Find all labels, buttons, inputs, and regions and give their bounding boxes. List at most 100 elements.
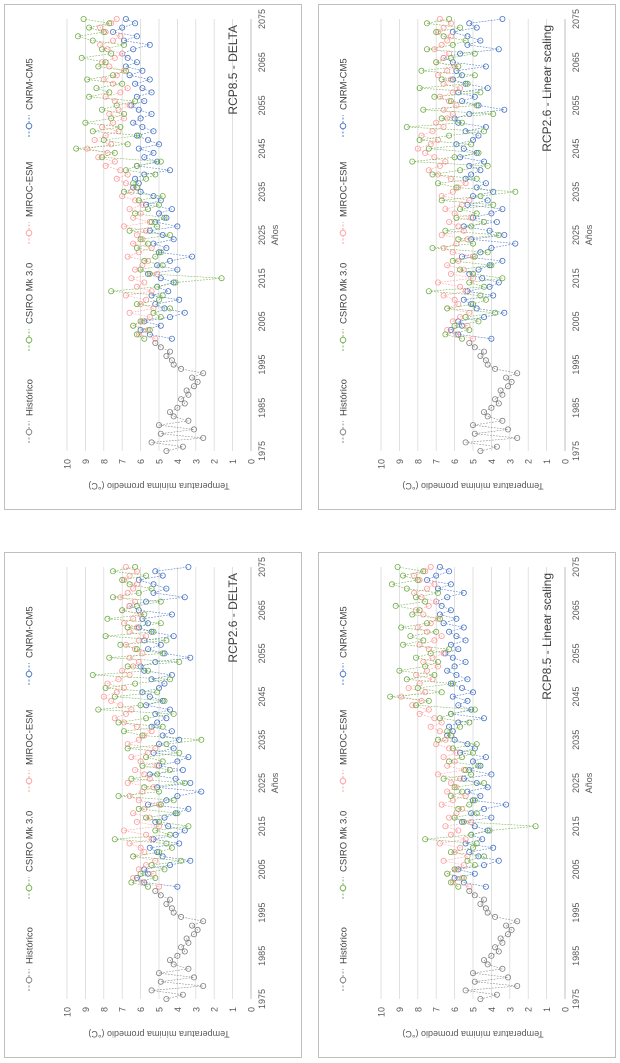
data-point bbox=[458, 119, 465, 126]
data-point bbox=[438, 801, 445, 808]
data-point bbox=[431, 154, 438, 161]
data-point bbox=[181, 780, 188, 787]
data-point bbox=[174, 266, 181, 273]
data-point bbox=[198, 788, 205, 795]
data-point bbox=[146, 775, 153, 782]
data-point bbox=[490, 844, 497, 851]
data-point bbox=[469, 422, 476, 429]
chart-panel-rcp26-delta: 0 1 2 3 4 5 6 7 8 9 10 1975 1985 1995 2005 2015 2025 2035… bbox=[4, 552, 302, 1058]
data-point bbox=[163, 840, 170, 847]
data-point bbox=[477, 995, 484, 1002]
data-point bbox=[398, 693, 405, 700]
chart-title: RCP2.6 - Linear scaling bbox=[540, 25, 554, 152]
y-tick-label: 3 bbox=[505, 1007, 515, 1012]
data-point bbox=[110, 594, 117, 601]
data-point bbox=[163, 715, 170, 722]
data-point bbox=[455, 827, 462, 834]
data-point bbox=[86, 93, 93, 100]
data-point bbox=[400, 572, 407, 579]
data-point bbox=[110, 37, 117, 44]
y-tick-label: 6 bbox=[450, 1007, 460, 1012]
data-point bbox=[159, 853, 166, 860]
data-point bbox=[484, 85, 491, 92]
data-point bbox=[218, 275, 225, 282]
data-point bbox=[436, 162, 443, 169]
data-point bbox=[447, 54, 454, 61]
data-point bbox=[440, 106, 447, 113]
data-point bbox=[436, 840, 443, 847]
data-point bbox=[144, 883, 151, 890]
series-line bbox=[406, 18, 516, 339]
data-point bbox=[157, 249, 164, 256]
data-point bbox=[185, 805, 192, 812]
y-tick-label: 10 bbox=[63, 459, 73, 469]
x-tick-label: 1995 bbox=[571, 903, 581, 923]
data-point bbox=[446, 628, 453, 635]
x-tick-label: 2045 bbox=[257, 139, 267, 159]
data-point bbox=[102, 633, 109, 640]
data-point bbox=[457, 50, 464, 57]
data-point bbox=[482, 754, 489, 761]
data-point bbox=[132, 197, 139, 204]
x-tick-label: 2075 bbox=[571, 9, 581, 29]
data-point bbox=[137, 115, 144, 122]
chart-rcp26-linear: 0 1 2 3 4 5 6 7 8 9 10 1975 1985 1995 2005 2015 2025 2035… bbox=[339, 9, 595, 491]
data-point bbox=[132, 20, 139, 27]
y-tick-label: 3 bbox=[191, 1007, 201, 1012]
data-point bbox=[113, 102, 120, 109]
data-point bbox=[449, 879, 456, 886]
data-point bbox=[469, 749, 476, 756]
data-point bbox=[420, 637, 427, 644]
y-tick-label: 1 bbox=[228, 459, 238, 464]
data-point bbox=[453, 633, 460, 640]
x-tick-label: 1975 bbox=[257, 441, 267, 461]
y-axis-title: Temperatura mínima promedio (°C) bbox=[88, 1029, 229, 1039]
data-point bbox=[139, 236, 146, 243]
data-point bbox=[148, 585, 155, 592]
data-point bbox=[194, 926, 201, 933]
data-point bbox=[447, 793, 454, 800]
data-point bbox=[414, 577, 421, 584]
data-point bbox=[475, 318, 482, 325]
data-point bbox=[108, 50, 115, 57]
data-point bbox=[477, 901, 484, 908]
data-point bbox=[447, 98, 454, 105]
data-point bbox=[110, 72, 117, 79]
data-point bbox=[128, 879, 135, 886]
data-point bbox=[438, 232, 445, 239]
data-point bbox=[152, 253, 159, 260]
data-point bbox=[453, 749, 460, 756]
series-line bbox=[426, 566, 507, 887]
data-point bbox=[466, 327, 473, 334]
data-point bbox=[486, 827, 493, 834]
data-point bbox=[157, 598, 164, 605]
y-tick-label: 10 bbox=[377, 459, 387, 469]
data-point bbox=[111, 149, 118, 156]
data-point bbox=[514, 918, 521, 925]
data-point bbox=[449, 745, 456, 752]
y-tick-label: 5 bbox=[155, 1007, 165, 1012]
data-point bbox=[514, 434, 521, 441]
data-point bbox=[132, 98, 139, 105]
data-point bbox=[409, 702, 416, 709]
y-tick-label: 6 bbox=[450, 459, 460, 464]
data-point bbox=[464, 80, 471, 87]
data-point bbox=[139, 201, 146, 208]
y-tick-label: 3 bbox=[191, 459, 201, 464]
data-point bbox=[161, 697, 168, 704]
data-point bbox=[431, 93, 438, 100]
data-point bbox=[425, 145, 432, 152]
data-point bbox=[111, 54, 118, 61]
data-point bbox=[86, 24, 93, 31]
data-point bbox=[119, 607, 126, 614]
data-point bbox=[438, 115, 445, 122]
data-point bbox=[471, 862, 478, 869]
data-point bbox=[457, 24, 464, 31]
data-point bbox=[435, 180, 442, 187]
data-point bbox=[121, 685, 128, 692]
data-point bbox=[464, 741, 471, 748]
data-point bbox=[144, 667, 151, 674]
data-point bbox=[178, 913, 185, 920]
data-point bbox=[185, 417, 192, 424]
data-point bbox=[477, 292, 484, 299]
